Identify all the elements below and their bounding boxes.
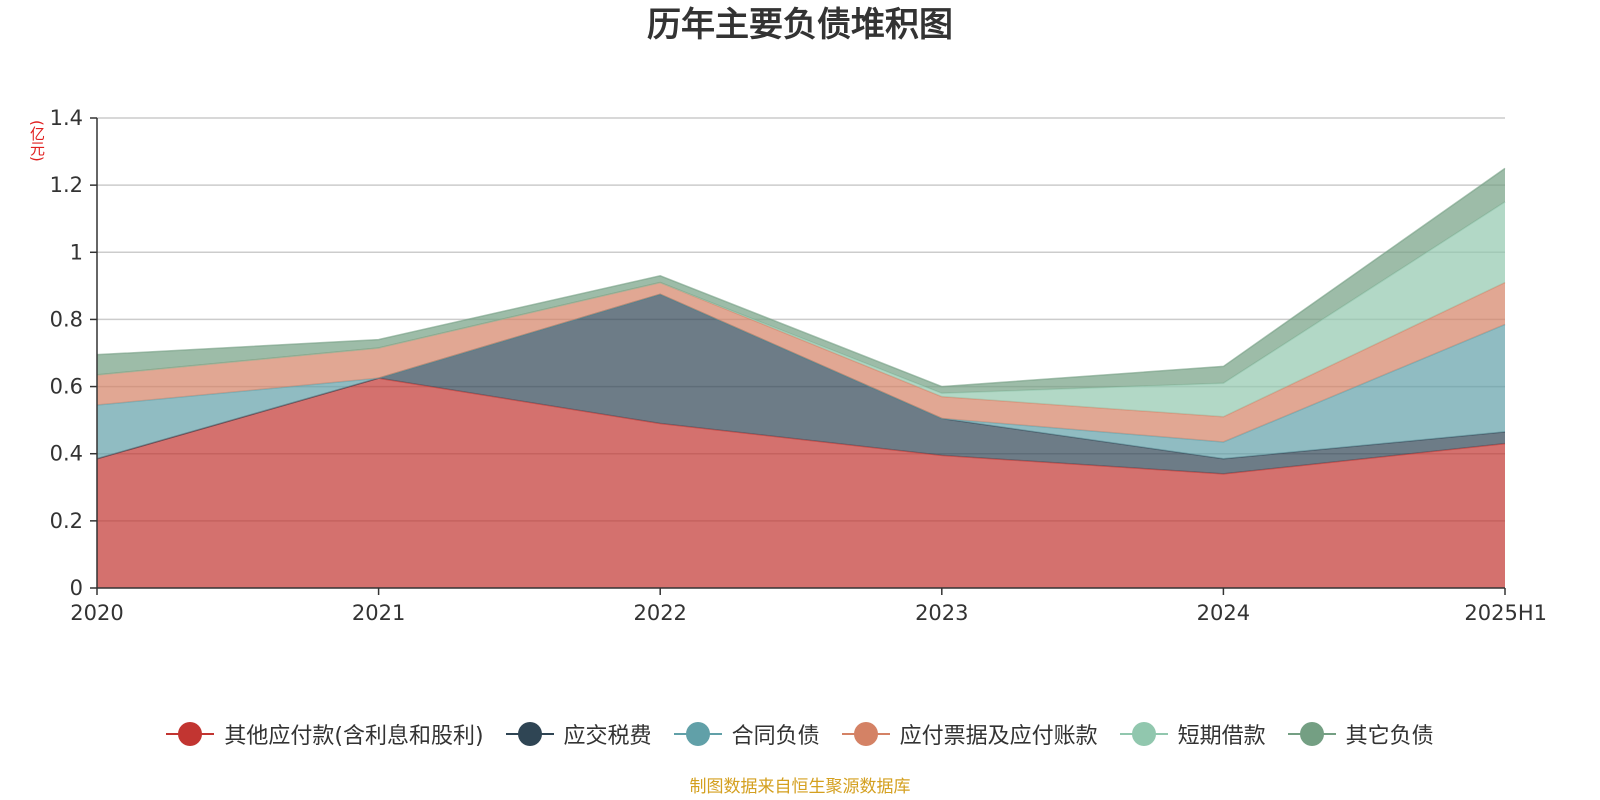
y-tick-label-0: 0 [70,576,83,600]
legend-label: 其他应付款(含利息和股利) [224,724,484,749]
area-edge-series-2 [96,293,1506,443]
x-tick-label-3: 2023 [915,601,968,625]
x-tick-label-4: 2024 [1197,601,1250,625]
tick-labels: 0 0.2 0.4 0.6 0.8 1 1.2 1.4 2020 2021 2022 2023 2024… [50,106,1547,625]
legend-item-3[interactable]: 应付票据及应付账款 [841,718,1098,750]
area-series-0[interactable] [97,378,1505,588]
legend-marker-icon [166,721,215,747]
stacked-areas [96,167,1506,588]
area-series-3[interactable] [97,282,1505,442]
legend-item-0[interactable]: 其他应付款(含利息和股利) [166,718,484,750]
legend-marker-icon [1287,721,1336,747]
legend-marker-icon [1119,721,1168,747]
y-tick-label-4: 0.8 [50,307,83,331]
area-edge-series-5 [96,167,1506,388]
legend-label: 短期借款 [1177,724,1266,749]
legend-item-2[interactable]: 合同负债 [673,718,820,750]
legend-item-1[interactable]: 应交税费 [505,718,652,750]
data-source-note: 制图数据来自恒生聚源数据库 [689,777,911,797]
chart-title: 历年主要负债堆积图 [647,5,953,45]
legend: 其他应付款(含利息和股利) 应交税费 合同负债 应付票据及应付账款 短期借款 其它负债 [0,718,1600,750]
chart-plot-area: 0 0.2 0.4 0.6 0.8 1 1.2 1.4 2020 2021 2022 2023 2024… [50,106,1547,625]
y-tick-label-1: 0.2 [50,509,83,533]
x-tick-label-0: 2020 [70,601,123,625]
legend-item-4[interactable]: 短期借款 [1119,718,1266,750]
x-tick-label-2: 2022 [633,601,686,625]
y-axis-unit-label: (亿元) [28,120,46,162]
x-tick-label-5: 2025H1 [1464,601,1547,625]
legend-label: 其它负债 [1345,724,1434,749]
axes [90,117,1506,595]
legend-marker-icon [505,721,554,747]
legend-label: 应交税费 [563,724,652,749]
legend-marker-icon [673,721,722,747]
y-tick-label-7: 1.4 [50,106,83,130]
y-tick-label-6: 1.2 [50,173,83,197]
x-tick-label-1: 2021 [352,601,405,625]
legend-label: 合同负债 [731,724,820,749]
y-tick-label-3: 0.6 [50,375,83,399]
area-series-1[interactable] [97,294,1505,474]
area-series-2[interactable] [97,294,1505,459]
legend-item-5[interactable]: 其它负债 [1287,718,1434,750]
y-tick-label-2: 0.4 [50,442,83,466]
legend-marker-icon [841,721,890,747]
legend-label: 应付票据及应付账款 [899,724,1098,749]
y-tick-label-5: 1 [70,240,83,264]
